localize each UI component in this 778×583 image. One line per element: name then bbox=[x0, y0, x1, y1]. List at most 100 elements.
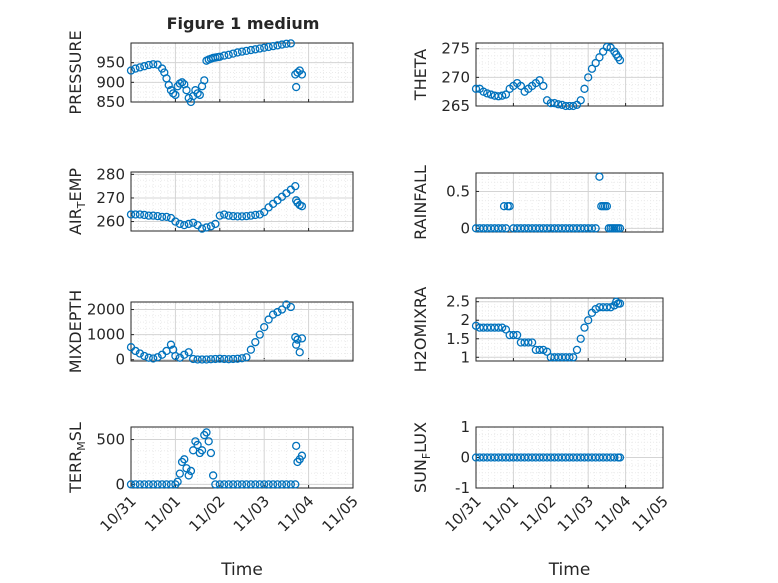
data-point bbox=[494, 92, 503, 101]
y-axis-label: THETA bbox=[411, 49, 430, 101]
data-point bbox=[615, 299, 625, 308]
data-point bbox=[195, 90, 204, 100]
data-point bbox=[286, 302, 295, 312]
data-point bbox=[615, 56, 625, 65]
y-tick-label: 850 bbox=[96, 93, 125, 111]
y-tick-label: 280 bbox=[96, 165, 125, 183]
data-point bbox=[576, 96, 585, 105]
x-tick-label: 11/04 bbox=[274, 492, 317, 535]
data-point bbox=[182, 464, 191, 473]
data-point bbox=[149, 354, 158, 363]
y-tick-label: 500 bbox=[96, 431, 125, 449]
x-axis-label: Time bbox=[548, 560, 591, 580]
data-point bbox=[157, 480, 167, 489]
data-point bbox=[273, 307, 282, 317]
data-point bbox=[135, 349, 145, 358]
y-tick-label: 0 bbox=[460, 449, 470, 467]
data-point bbox=[291, 182, 300, 191]
data-point bbox=[189, 218, 198, 227]
y-axis-label: AIRTEMP bbox=[66, 168, 88, 235]
x-tick-label: 10/31 bbox=[442, 492, 485, 535]
data-point bbox=[208, 471, 218, 480]
air_temp-axes: 260 270 280 AIRTEMP bbox=[66, 165, 354, 235]
data-point bbox=[228, 49, 238, 58]
x-tick-label: 11/05 bbox=[629, 492, 672, 535]
data-point bbox=[268, 41, 278, 51]
y-axis-label: TERRMSL bbox=[66, 422, 88, 494]
y-axis-label: H2OMIXRA bbox=[411, 287, 430, 373]
y-tick-label: 270 bbox=[96, 189, 125, 207]
data-point bbox=[527, 338, 537, 347]
data-point bbox=[149, 480, 158, 489]
data-point bbox=[228, 354, 238, 364]
data-point bbox=[175, 219, 184, 229]
data-point bbox=[483, 89, 492, 98]
data-point bbox=[273, 41, 282, 50]
data-point bbox=[286, 480, 295, 489]
data-point bbox=[157, 212, 167, 221]
data-point bbox=[233, 212, 242, 221]
data-point bbox=[260, 207, 269, 217]
data-point bbox=[282, 300, 291, 309]
y-tick-label: -1 bbox=[455, 479, 470, 497]
data-point bbox=[228, 480, 238, 489]
y-tick-label: 1000 bbox=[87, 326, 125, 344]
y-tick-label: 2 bbox=[460, 311, 470, 329]
data-point bbox=[587, 224, 597, 233]
data-point bbox=[164, 80, 173, 90]
data-point bbox=[516, 81, 526, 91]
x-tick-label: 11/05 bbox=[319, 492, 362, 535]
data-point bbox=[220, 210, 229, 219]
x-tick-label: 11/02 bbox=[185, 492, 228, 535]
data-point bbox=[237, 354, 247, 363]
data-point bbox=[569, 353, 578, 362]
rainfall-axes: 0 0.5 RAINFALL bbox=[411, 165, 664, 240]
data-point bbox=[292, 340, 301, 349]
data-point bbox=[237, 480, 247, 489]
data-point bbox=[144, 353, 153, 362]
y-axis-label: PRESSURE bbox=[66, 30, 85, 114]
data-point bbox=[135, 210, 145, 219]
data-point bbox=[260, 322, 269, 332]
data-point bbox=[237, 47, 247, 56]
data-point bbox=[180, 220, 189, 230]
data-point bbox=[584, 316, 593, 325]
data-point bbox=[615, 224, 625, 233]
data-point bbox=[215, 52, 224, 61]
data-point bbox=[246, 45, 256, 55]
data-point bbox=[197, 355, 207, 364]
data-point bbox=[189, 446, 198, 455]
x-tick-label: 11/02 bbox=[516, 492, 559, 535]
data-point bbox=[486, 90, 496, 99]
data-point bbox=[200, 76, 209, 85]
y-tick-label: 265 bbox=[441, 97, 470, 115]
data-point bbox=[242, 480, 251, 489]
data-point bbox=[131, 64, 140, 73]
y-tick-label: 1 bbox=[460, 348, 470, 366]
data-point bbox=[184, 219, 193, 229]
data-point bbox=[169, 89, 178, 98]
data-point bbox=[220, 354, 229, 364]
data-point bbox=[131, 210, 140, 219]
data-point bbox=[498, 224, 507, 233]
data-point bbox=[220, 480, 229, 489]
data-point bbox=[251, 338, 260, 347]
data-point bbox=[264, 315, 273, 324]
data-point bbox=[591, 224, 600, 233]
axes-frame bbox=[130, 301, 354, 362]
data-point bbox=[224, 480, 233, 489]
data-point bbox=[211, 480, 220, 489]
x-tick-label: 10/31 bbox=[97, 492, 140, 535]
data-point bbox=[166, 340, 176, 349]
data-point bbox=[126, 210, 136, 219]
y-tick-label: 900 bbox=[96, 73, 125, 91]
data-point bbox=[595, 53, 604, 62]
data-point bbox=[193, 355, 202, 364]
data-point bbox=[206, 355, 216, 364]
sun_flux-axes: -1 0 1 SUNFLUX 10/3111/0111/0211/0311/0411/0… bbox=[411, 418, 672, 580]
data-point bbox=[494, 323, 503, 332]
data-point bbox=[602, 42, 612, 52]
x-tick-label: 11/01 bbox=[141, 492, 184, 535]
data-point bbox=[242, 211, 251, 221]
